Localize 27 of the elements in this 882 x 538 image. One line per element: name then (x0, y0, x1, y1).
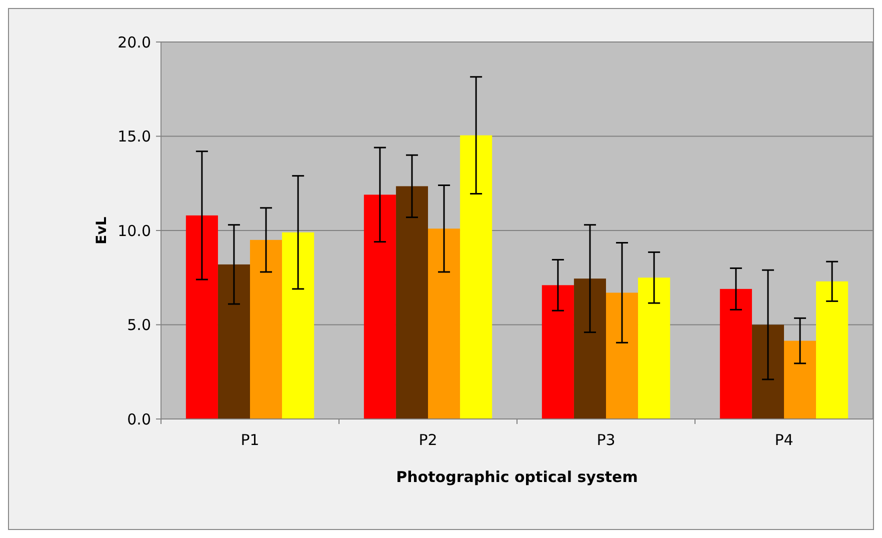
bar (816, 281, 848, 419)
bar (250, 240, 282, 419)
bar (396, 186, 428, 419)
x-tick-label: P1 (240, 431, 260, 449)
bar (574, 278, 606, 419)
x-axis-title: Photographic optical system (396, 468, 638, 486)
bar (186, 215, 218, 419)
y-axis-title: EvL (94, 216, 110, 244)
y-tick-label: 15.0 (118, 128, 151, 146)
x-tick-label: P4 (774, 431, 794, 449)
bar (638, 278, 670, 419)
y-tick-label: 5.0 (127, 316, 151, 334)
bar (218, 264, 250, 419)
bar (606, 292, 638, 419)
bar (460, 135, 492, 419)
bar (428, 228, 460, 419)
y-tick-label: 20.0 (118, 33, 151, 52)
bar (282, 232, 314, 419)
bar (784, 340, 816, 419)
bar (364, 194, 396, 419)
bar (752, 324, 784, 419)
x-tick-label: P3 (596, 431, 616, 449)
x-tick-label: P2 (418, 431, 438, 449)
y-tick-label: 10.0 (118, 222, 151, 240)
y-tick-label: 0.0 (127, 410, 151, 428)
bar (720, 288, 752, 419)
bar (542, 285, 574, 419)
